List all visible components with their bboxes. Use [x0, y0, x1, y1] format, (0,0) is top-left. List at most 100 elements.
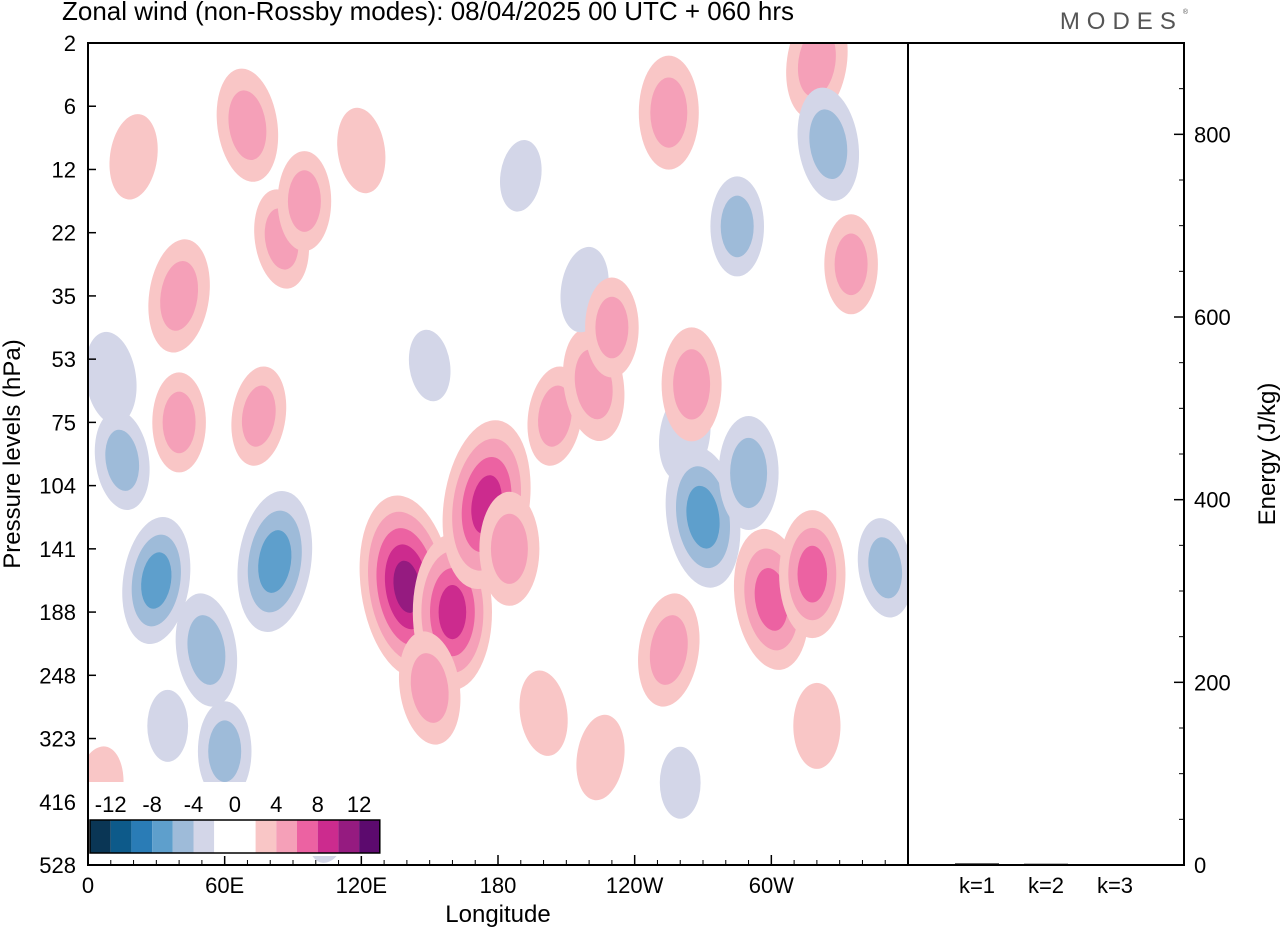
x-tick-label: 60W	[749, 873, 794, 898]
heatmap-blob	[175, 593, 238, 707]
energy-axis: k=1 k=2 k=3 0 200 400 600 800	[959, 42, 1231, 898]
colorbar: -12 -8 -4 0 4 8 12	[86, 782, 382, 856]
y-tick-label: 416	[39, 790, 76, 815]
y-tick-label: 104	[39, 474, 76, 499]
heatmap-blob	[479, 491, 540, 606]
contour-band	[538, 385, 572, 447]
contour-band	[105, 429, 140, 491]
contour-band	[793, 682, 841, 769]
contour-band	[595, 296, 629, 359]
contour-band	[410, 653, 449, 723]
colorbar-swatch	[193, 820, 215, 853]
heatmap-blob	[216, 68, 279, 182]
colorbar-label: 4	[270, 792, 282, 817]
heatmap-blob	[94, 410, 150, 510]
contour-band	[868, 537, 903, 599]
colorbar-swatch	[317, 820, 339, 853]
heatmap-blob	[718, 416, 779, 530]
heatmap-blob	[779, 510, 846, 639]
energy-category-label: k=2	[1028, 873, 1064, 898]
y-tick-label: 248	[39, 663, 76, 688]
contour-band	[258, 530, 292, 593]
energy-tick-label: 0	[1194, 853, 1206, 878]
contour-band	[809, 109, 848, 180]
x-tick-label: 180	[480, 873, 517, 898]
heatmap-blob	[197, 701, 252, 802]
heatmap-field	[88, 43, 908, 863]
heatmap-blob	[824, 214, 878, 315]
contour-band	[147, 689, 189, 762]
y-tick-label: 2	[64, 31, 76, 56]
contour-band	[438, 585, 467, 640]
energy-axis-title: Energy (J/kg)	[1254, 383, 1280, 526]
heatmap-blob	[337, 107, 386, 194]
contour-band	[228, 90, 267, 161]
heatmap-blob	[638, 55, 699, 170]
y-tick-label: 141	[39, 537, 76, 562]
contour-band	[659, 746, 701, 819]
contour-band	[499, 140, 542, 212]
energy-tick-label: 800	[1194, 122, 1231, 147]
contour-band	[834, 233, 868, 296]
x-axis-title: Longitude	[445, 901, 550, 928]
heatmap-blob	[109, 114, 158, 200]
heatmap-blob	[585, 277, 639, 378]
x-tick-label: 0	[82, 873, 94, 898]
y-tick-label: 22	[52, 221, 76, 246]
energy-tick-label: 600	[1194, 305, 1231, 330]
contour-band	[160, 261, 199, 331]
colorbar-swatch	[214, 820, 235, 853]
colorbar-swatch	[276, 820, 297, 853]
y-tick-label: 75	[52, 410, 76, 435]
y-axis-title: Pressure levels (hPa)	[0, 339, 26, 568]
contour-band	[797, 545, 828, 603]
heatmap-blob	[277, 151, 332, 252]
energy-category-label: k=3	[1097, 873, 1133, 898]
heatmap-blob	[661, 327, 722, 442]
contour-band	[187, 615, 226, 685]
heatmap-blob	[237, 491, 313, 632]
colorbar-label: -4	[184, 792, 204, 817]
heatmap-blob	[797, 87, 860, 201]
y-tick-label: 323	[39, 727, 76, 752]
colorbar-swatch	[172, 820, 194, 853]
y-tick-label: 188	[39, 600, 76, 625]
y-tick-label: 35	[52, 284, 76, 309]
heatmap-blob	[122, 516, 191, 645]
colorbar-label: -8	[142, 792, 162, 817]
x-tick-label: 60E	[205, 873, 244, 898]
contour-band	[162, 391, 196, 454]
heatmap-blob	[638, 593, 700, 707]
energy-tick-label: 400	[1194, 488, 1231, 513]
colorbar-label: 0	[229, 792, 241, 817]
heatmap-blob	[786, 43, 848, 119]
colorbar-label: -12	[95, 792, 127, 817]
contour-band	[88, 331, 137, 425]
heatmap-blob	[659, 746, 701, 819]
colorbar-swatch	[359, 820, 380, 853]
contour-band	[673, 349, 711, 420]
contour-band	[720, 195, 754, 258]
energy-category-label: k=1	[959, 873, 995, 898]
heatmap-blob	[793, 682, 841, 769]
colorbar-frame	[89, 819, 381, 854]
heatmap-blob	[519, 670, 568, 756]
heatmap-blob	[88, 331, 137, 425]
chart-title: Zonal wind (non-Rossby modes): 08/04/202…	[62, 0, 794, 26]
colorbar-label: 8	[312, 792, 324, 817]
contour-band	[287, 170, 321, 232]
heatmap-blob	[857, 518, 908, 618]
plot-frame	[87, 42, 1185, 866]
y-tick-label: 528	[39, 853, 76, 878]
contour-band	[337, 107, 386, 194]
logo-text: MODES	[1059, 8, 1183, 35]
heatmap-blob	[408, 329, 451, 402]
colorbar-swatch	[338, 820, 360, 853]
heatmap-blob	[147, 689, 189, 762]
y-tick-label: 12	[52, 157, 76, 182]
heatmap-blob	[576, 714, 625, 801]
heatmap-blob	[231, 366, 287, 466]
contour-band	[490, 513, 528, 584]
y-tick-label: 53	[52, 347, 76, 372]
contour-band	[141, 552, 172, 609]
